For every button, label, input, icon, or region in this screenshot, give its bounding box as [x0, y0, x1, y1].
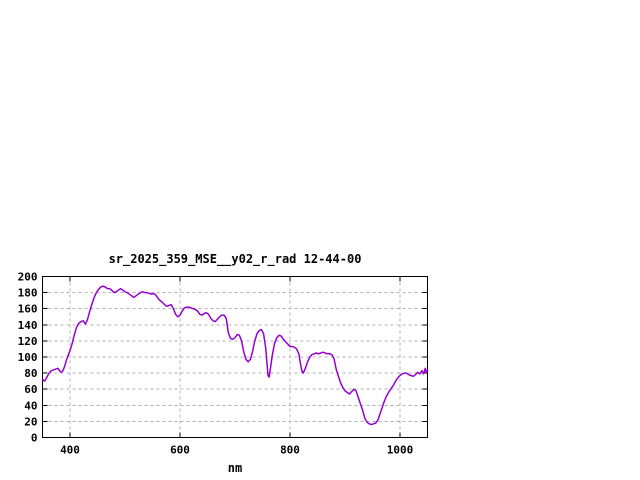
y-tick-label: 100 — [18, 351, 38, 364]
y-tick-label: 40 — [24, 399, 37, 412]
plot-border — [42, 276, 428, 438]
x-tick-label: 800 — [280, 444, 300, 457]
y-tick-label: 0 — [31, 432, 38, 445]
spectrum-line — [41, 285, 429, 426]
x-tick-label: 1000 — [387, 444, 414, 457]
y-tick-label: 180 — [18, 287, 38, 300]
chart-title: sr_2025_359_MSE__y02_r_rad 12-44-00 — [108, 252, 362, 266]
x-tick-label: 400 — [60, 444, 80, 457]
y-tick-label: 60 — [24, 383, 37, 396]
y-tick-label: 140 — [18, 319, 38, 332]
y-tick-label: 200 — [18, 271, 38, 284]
x-axis-label: nm — [227, 461, 243, 475]
y-tick-label: 20 — [24, 415, 37, 428]
y-tick-label: 160 — [18, 303, 38, 316]
y-tick-label: 120 — [18, 335, 38, 348]
y-tick-label: 80 — [24, 367, 37, 380]
x-tick-label: 600 — [170, 444, 190, 457]
